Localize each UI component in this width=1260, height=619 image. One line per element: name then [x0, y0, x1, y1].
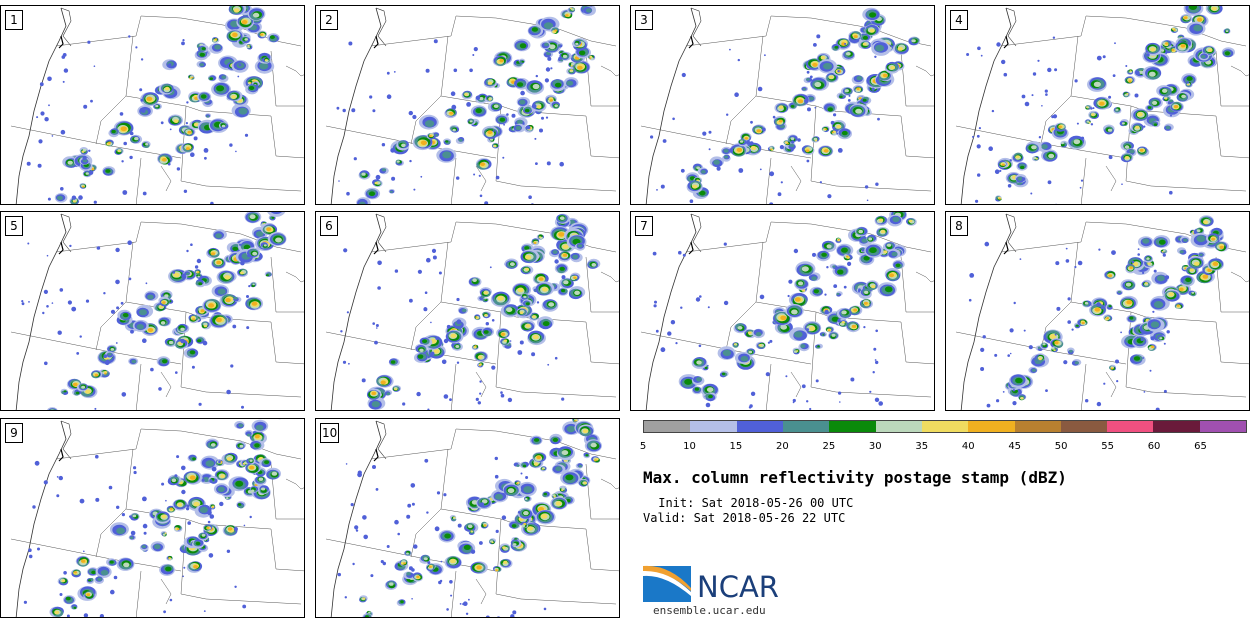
colorbar-cell — [690, 421, 737, 432]
colorbar-tick-label: 35 — [915, 441, 929, 452]
colorbar-tick-label: 10 — [683, 441, 696, 452]
colorbar-cell — [736, 421, 783, 432]
valid-time: Valid: Sat 2018-05-26 22 UTC — [643, 511, 846, 525]
reflectivity-colorbar — [643, 420, 1247, 433]
ensemble-member-panel: 9 — [0, 418, 305, 618]
colorbar-tick-label: 55 — [1101, 441, 1114, 452]
member-label: 2 — [320, 10, 338, 30]
member-label: 3 — [635, 10, 653, 30]
colorbar-cell — [1199, 421, 1247, 432]
reflectivity-map — [955, 6, 1249, 204]
ncar-logo-text: NCAR — [697, 570, 779, 604]
ncar-swoosh-icon — [643, 565, 691, 602]
colorbar-cell — [968, 421, 1015, 432]
member-label: 8 — [950, 216, 968, 236]
ensemble-member-panel: 1 — [0, 5, 305, 205]
init-time: Init: Sat 2018-05-26 00 UTC — [651, 496, 854, 510]
member-label: 10 — [320, 423, 340, 443]
reflectivity-map — [325, 419, 619, 617]
colorbar-tick-label: 5 — [639, 441, 647, 452]
member-label: 5 — [5, 216, 23, 236]
colorbar-tick-label: 20 — [776, 441, 789, 452]
reflectivity-map — [325, 6, 619, 204]
reflectivity-map — [10, 419, 304, 617]
ncar-logo: NCAR — [643, 562, 793, 604]
member-label: 4 — [950, 10, 968, 30]
colorbar-cell — [1107, 421, 1154, 432]
colorbar-tick-label: 25 — [822, 441, 836, 452]
ensemble-member-panel: 2 — [315, 5, 620, 205]
colorbar-cell — [782, 421, 830, 432]
member-label: 6 — [320, 216, 338, 236]
ensemble-member-panel: 7 — [630, 211, 935, 411]
ensemble-member-panel: 10 — [315, 418, 620, 618]
colorbar-cell — [829, 421, 876, 432]
ensemble-member-panel: 4 — [945, 5, 1250, 205]
reflectivity-map — [10, 212, 304, 410]
colorbar-tick-label: 65 — [1194, 441, 1207, 452]
reflectivity-map — [640, 7, 934, 204]
member-label: 9 — [5, 423, 23, 443]
colorbar-tick-label: 40 — [961, 441, 975, 452]
ensemble-member-panel: 3 — [630, 5, 935, 205]
website-url[interactable]: ensemble.ucar.edu — [653, 604, 766, 617]
ensemble-member-panel: 5 — [0, 211, 305, 411]
ensemble-member-panel: 8 — [945, 211, 1250, 411]
colorbar-cell — [1060, 421, 1108, 432]
colorbar-tick-label: 45 — [1008, 441, 1022, 452]
reflectivity-map — [640, 212, 934, 410]
colorbar-cell — [644, 421, 691, 432]
colorbar-cell — [875, 421, 922, 432]
colorbar-cell — [1153, 421, 1200, 432]
member-label: 7 — [635, 216, 653, 236]
reflectivity-map — [10, 6, 304, 204]
colorbar-ticks: 5 10 15 20 25 30 35 40 45 50 55 60 65 — [639, 441, 1247, 455]
ensemble-member-panel: 6 — [315, 211, 620, 411]
colorbar-tick-label: 15 — [729, 441, 743, 452]
colorbar-cell — [1014, 421, 1061, 432]
colorbar-tick-label: 50 — [1054, 441, 1068, 452]
reflectivity-map — [325, 213, 619, 410]
figure-title: Max. column reflectivity postage stamp (… — [643, 468, 1067, 487]
colorbar-cell — [921, 421, 969, 432]
reflectivity-map — [955, 213, 1249, 410]
member-label: 1 — [5, 10, 23, 30]
colorbar-tick-label: 60 — [1147, 441, 1161, 452]
colorbar-tick-label: 30 — [868, 441, 882, 452]
